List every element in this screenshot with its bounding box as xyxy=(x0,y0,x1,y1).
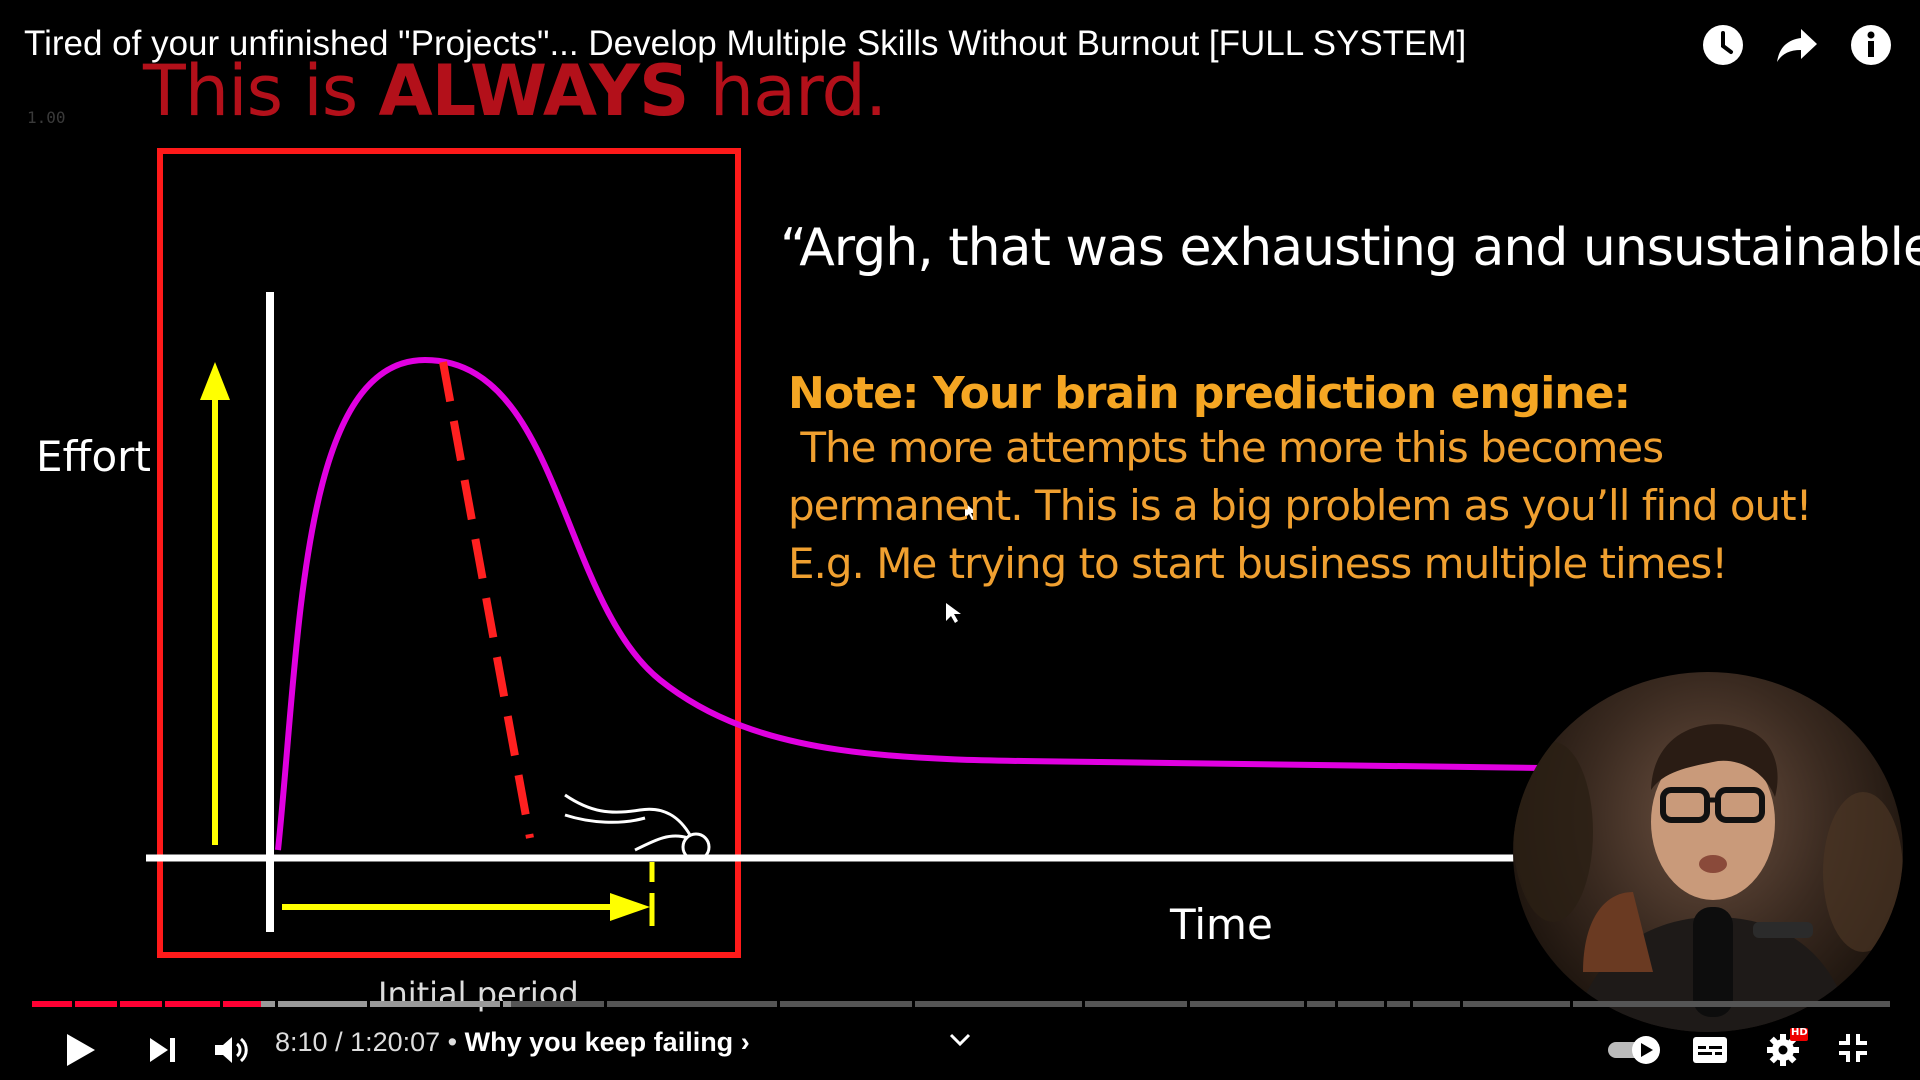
top-actions xyxy=(1700,22,1894,68)
chapter-marker xyxy=(1384,1001,1387,1007)
chapter-marker xyxy=(162,1001,165,1007)
headline-bold: ALWAYS xyxy=(378,50,689,132)
quote-text: “Argh, that was exhausting and unsustain… xyxy=(780,218,1920,278)
presenter-webcam xyxy=(1513,672,1903,1032)
player-controls: 8:10 / 1:20:07 • Why you keep failing › … xyxy=(0,1020,1920,1080)
time-separator: / xyxy=(327,1027,351,1057)
note-line: E.g. Me trying to start business multipl… xyxy=(788,539,1728,588)
subtitles-icon[interactable] xyxy=(1688,1028,1732,1072)
note-line: The more attempts the more this becomes xyxy=(788,423,1664,472)
effort-curve xyxy=(275,356,1541,851)
chapter-marker xyxy=(220,1001,223,1007)
initial-period-label: Initial period xyxy=(378,975,579,1013)
mouse-cursor-icon xyxy=(946,603,961,623)
autoplay-toggle[interactable] xyxy=(1605,1028,1665,1072)
initial-period-box xyxy=(157,148,741,958)
chapter-label: Why you keep failing xyxy=(464,1027,734,1057)
chapter-marker xyxy=(1082,1001,1085,1007)
chapter-title[interactable]: Why you keep failing › xyxy=(465,1027,750,1057)
note-block: Note: Your brain prediction engine: The … xyxy=(788,368,1888,593)
time-display: 8:10 / 1:20:07 • Why you keep failing › xyxy=(275,1027,750,1058)
chapter-marker xyxy=(1460,1001,1463,1007)
burnout-dashed-line xyxy=(439,361,534,839)
headline-suffix: hard. xyxy=(688,50,887,132)
effort-arrow-head xyxy=(200,362,230,400)
progress-buffered xyxy=(32,1001,511,1007)
chapter-bullet: • xyxy=(440,1027,465,1057)
info-icon[interactable] xyxy=(1848,22,1894,68)
progress-track xyxy=(32,1001,1890,1007)
chapter-marker xyxy=(117,1001,120,1007)
chevron-down-icon[interactable] xyxy=(945,1020,975,1060)
debug-value: 1.00 xyxy=(27,108,66,127)
chapter-marker xyxy=(275,1001,278,1007)
period-arrow-head xyxy=(610,893,650,921)
chapter-marker xyxy=(72,1001,75,1007)
chapter-marker xyxy=(777,1001,780,1007)
y-axis-label: Effort xyxy=(36,432,151,481)
fallen-stick-figure xyxy=(564,793,711,862)
chapter-marker xyxy=(604,1001,607,1007)
progress-played xyxy=(32,1001,261,1007)
presenter-illustration xyxy=(1513,724,1903,1032)
chapter-marker xyxy=(500,1001,503,1007)
clock-icon[interactable] xyxy=(1700,22,1746,68)
chapter-marker xyxy=(1187,1001,1190,1007)
mouse-cursor-icon xyxy=(965,503,977,520)
x-axis-label: Time xyxy=(1170,900,1273,949)
chapter-marker xyxy=(1410,1001,1413,1007)
chapter-marker xyxy=(1570,1001,1573,1007)
video-title[interactable]: Tired of your unfinished "Projects"... D… xyxy=(24,24,1467,63)
slide-headline: This is ALWAYS hard. xyxy=(143,50,887,132)
chapter-marker xyxy=(1304,1001,1307,1007)
progress-bar[interactable] xyxy=(32,1001,1890,1007)
share-icon[interactable] xyxy=(1774,22,1820,68)
settings-icon[interactable]: HD xyxy=(1762,1024,1812,1072)
duration: 1:20:07 xyxy=(350,1027,441,1057)
current-time: 8:10 xyxy=(275,1027,328,1057)
chapter-marker xyxy=(1335,1001,1338,1007)
hd-badge: HD xyxy=(1791,1027,1808,1038)
chevron-right-icon: › xyxy=(740,1027,750,1057)
chapter-marker xyxy=(367,1001,370,1007)
note-heading: Note: Your brain prediction engine: xyxy=(788,368,1631,419)
headline-prefix: This is xyxy=(143,50,379,132)
exit-fullscreen-icon[interactable] xyxy=(1831,1026,1875,1070)
next-icon[interactable] xyxy=(140,1028,184,1072)
chapter-marker xyxy=(912,1001,915,1007)
note-line: permanent. This is a big problem as you’… xyxy=(788,481,1812,530)
play-icon[interactable] xyxy=(58,1028,102,1072)
volume-icon[interactable] xyxy=(208,1028,254,1072)
